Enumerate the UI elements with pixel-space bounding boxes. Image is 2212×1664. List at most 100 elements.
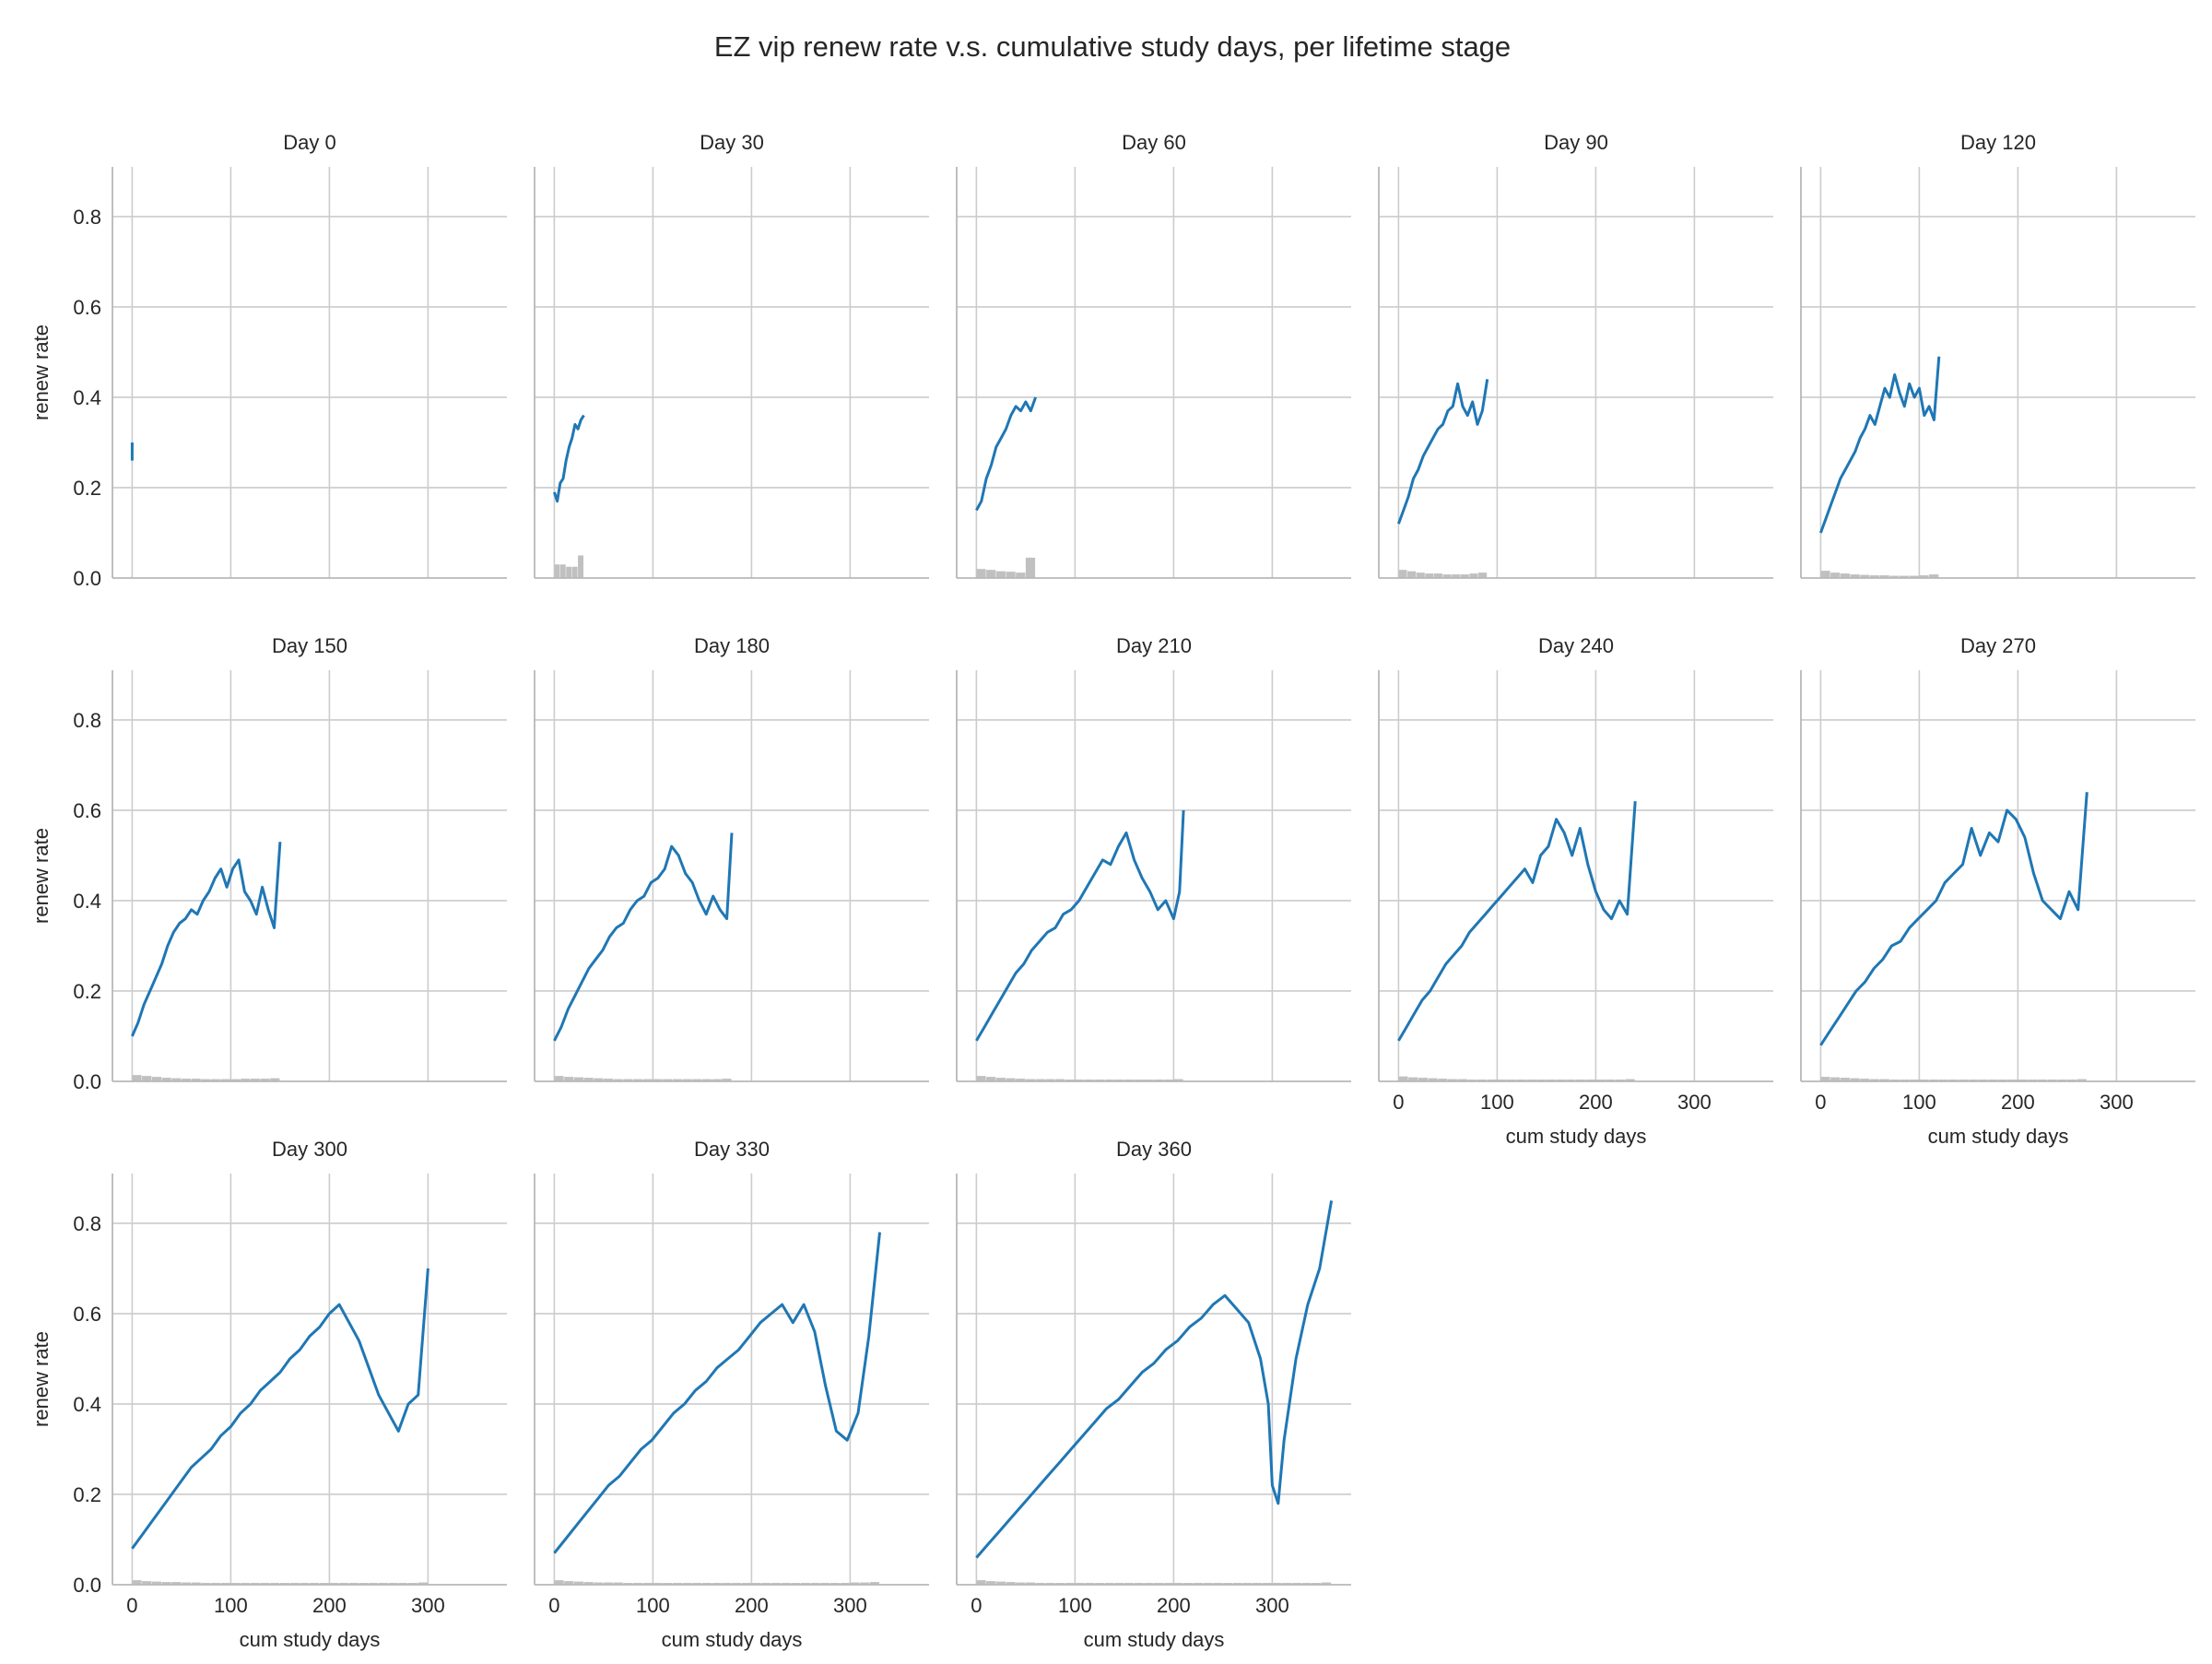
- y-axis-label: renew rate: [29, 828, 53, 924]
- renew-rate-line: [975, 396, 1038, 512]
- facet-panel: Day 240 0 100 200 300 cum study days: [1378, 634, 1773, 1148]
- count-bar: [191, 1079, 201, 1081]
- count-bar: [692, 1079, 702, 1081]
- count-bar: [378, 1583, 389, 1585]
- x-tick-label: 100: [1902, 1091, 1936, 1114]
- x-tick-label: 100: [1480, 1091, 1514, 1114]
- count-bar: [329, 1583, 339, 1585]
- count-bar: [1900, 1080, 1910, 1081]
- count-bar: [1447, 1079, 1458, 1081]
- count-bar: [1272, 1583, 1282, 1585]
- y-tick-label: 0.2: [73, 1483, 101, 1506]
- count-bar: [230, 1079, 241, 1081]
- count-bar: [201, 1079, 211, 1081]
- count-bar: [1124, 1583, 1135, 1585]
- count-bar: [418, 1582, 428, 1585]
- count-bar: [1840, 1078, 1850, 1081]
- count-bar: [1889, 575, 1900, 578]
- facet-panel: Day 90: [1378, 131, 1773, 579]
- count-bar: [692, 1583, 702, 1585]
- count-bar: [181, 1079, 192, 1081]
- count-bar: [573, 1077, 583, 1081]
- count-bar: [663, 1079, 673, 1081]
- count-bar: [594, 1078, 604, 1081]
- facet-panel: Day 60: [956, 131, 1351, 579]
- count-bar: [220, 1079, 230, 1081]
- count-bar: [241, 1583, 251, 1585]
- count-bar: [1006, 1078, 1016, 1081]
- renew-rate-line: [975, 809, 1185, 1042]
- count-bar: [559, 564, 566, 578]
- count-bar: [1978, 1080, 1988, 1081]
- y-tick-label: 0.6: [73, 296, 101, 319]
- y-tick-label: 0.0: [73, 1070, 101, 1093]
- count-bar: [840, 1583, 850, 1585]
- count-bar: [564, 1077, 574, 1081]
- count-bar: [1416, 572, 1425, 578]
- y-axis-label: renew rate: [29, 325, 53, 420]
- panel-title: Day 90: [1544, 131, 1608, 154]
- count-bar: [220, 1583, 230, 1585]
- count-bar: [995, 571, 1006, 578]
- y-tick-label: 0.4: [73, 890, 101, 913]
- count-bar: [583, 1582, 594, 1585]
- count-bar: [1418, 1078, 1428, 1081]
- count-bar: [781, 1583, 791, 1585]
- count-bar: [310, 1583, 320, 1585]
- count-bar: [201, 1583, 211, 1585]
- count-bar: [712, 1079, 722, 1081]
- count-bar: [211, 1079, 221, 1081]
- y-axis-label: renew rate: [29, 1331, 53, 1427]
- facet-panel: Day 210: [956, 634, 1351, 1082]
- count-bar: [1144, 1080, 1154, 1081]
- count-bar: [1398, 570, 1407, 578]
- count-bar: [2047, 1080, 2057, 1081]
- renew-rate-line: [1396, 379, 1489, 525]
- count-bar: [2077, 1079, 2087, 1081]
- renew-rate-line: [975, 1200, 1334, 1559]
- count-bar: [1442, 574, 1452, 578]
- count-bar: [613, 1079, 623, 1081]
- count-bar: [722, 1583, 732, 1585]
- x-tick-label: 200: [2001, 1091, 2035, 1114]
- count-bar: [1134, 1080, 1144, 1081]
- count-bar: [161, 1582, 171, 1585]
- count-bar: [1900, 575, 1910, 578]
- count-bar: [1830, 572, 1841, 578]
- x-axis-label: cum study days: [240, 1628, 381, 1651]
- count-bar: [1860, 574, 1870, 578]
- count-bar: [583, 1078, 594, 1081]
- panel-title: Day 150: [272, 634, 347, 657]
- count-bar: [270, 1078, 280, 1081]
- count-bar: [995, 1078, 1006, 1081]
- count-bar: [1988, 1080, 1998, 1081]
- x-axis-label: cum study days: [1084, 1628, 1225, 1651]
- count-bar: [732, 1583, 742, 1585]
- count-bar: [1094, 1583, 1104, 1585]
- count-bar: [270, 1583, 280, 1585]
- count-bar: [1425, 573, 1434, 578]
- count-bar: [1104, 1080, 1114, 1081]
- count-bar: [1879, 1079, 1889, 1081]
- count-bar: [151, 1077, 161, 1081]
- count-bar: [791, 1583, 801, 1585]
- count-bar: [1497, 1080, 1507, 1081]
- count-bar: [1850, 574, 1860, 578]
- count-bar: [1929, 574, 1939, 578]
- count-bar: [712, 1583, 722, 1585]
- count-bar: [633, 1079, 643, 1081]
- y-tick-label: 0.2: [73, 477, 101, 500]
- y-tick-label: 0.6: [73, 799, 101, 822]
- facet-panel: Day 330 0 100 200 300 cum study days: [534, 1138, 929, 1651]
- panel-title: Day 30: [700, 131, 764, 154]
- count-bar: [1408, 1077, 1418, 1081]
- count-bar: [1536, 1080, 1547, 1081]
- count-bar: [132, 1580, 142, 1585]
- count-bar: [1291, 1583, 1301, 1585]
- count-bar: [1585, 1080, 1595, 1081]
- count-bar: [1556, 1080, 1566, 1081]
- count-bar: [1516, 1080, 1526, 1081]
- count-bar: [1114, 1583, 1124, 1585]
- y-tick-label: 0.6: [73, 1303, 101, 1326]
